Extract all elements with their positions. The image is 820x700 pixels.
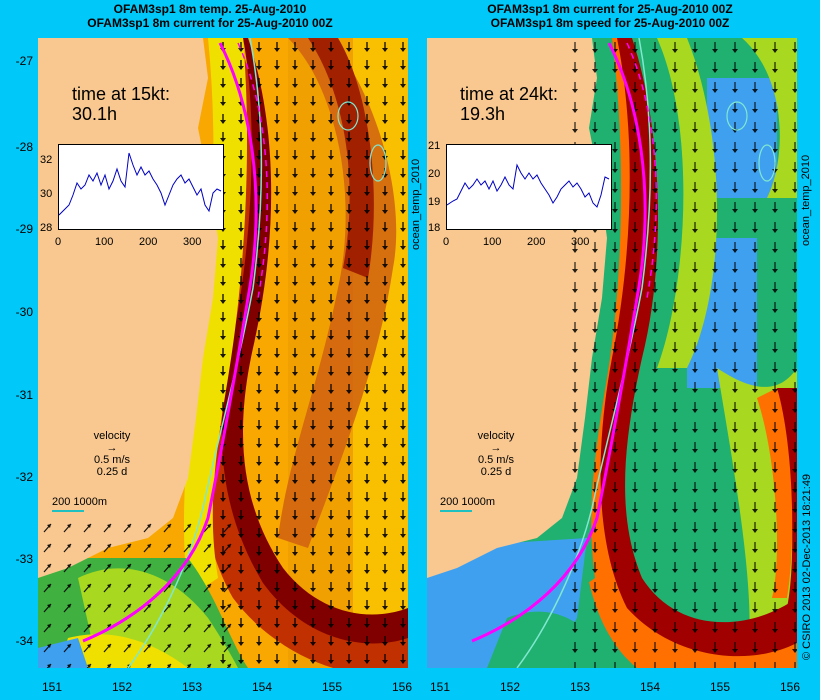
- x-tick: 151: [429, 680, 451, 694]
- right-depth-scale: 200 1000m: [440, 496, 495, 512]
- left-inset-xtick: 300: [183, 236, 202, 248]
- right-timeseries-inset: [446, 144, 612, 230]
- left-vertical-label: ocean_temp_2010: [410, 158, 422, 250]
- right-inset-ytick: 21: [428, 140, 441, 152]
- y-tick: -34: [15, 634, 33, 648]
- y-tick: -30: [15, 305, 33, 319]
- right-inset-ytick: 20: [428, 168, 441, 180]
- right-time-label: time at 24kt: 19.3h: [460, 84, 558, 124]
- right-vertical-label: ocean_temp_2010: [800, 154, 812, 246]
- x-tick: 155: [321, 680, 343, 694]
- left-title-line2: OFAM3sp1 8m current for 25-Aug-2010 00Z: [87, 16, 333, 30]
- right-inset-xtick: 300: [571, 236, 590, 248]
- left-velocity-speed: 0.5 m/s: [93, 454, 131, 466]
- right-inset-ytick: 19: [428, 196, 441, 208]
- right-inset-xtick: 200: [527, 236, 546, 248]
- x-tick: 153: [181, 680, 203, 694]
- left-time-label: time at 15kt: 30.1h: [72, 84, 170, 124]
- x-tick: 152: [499, 680, 521, 694]
- left-velocity-days: 0.25 d: [96, 466, 128, 478]
- y-tick: -29: [15, 222, 33, 236]
- left-inset-xtick: 0: [55, 236, 62, 248]
- left-depth-scale-bar: [52, 510, 84, 512]
- right-speed-map: [427, 38, 797, 668]
- right-velocity-arrow: →: [490, 442, 502, 454]
- x-tick: 154: [639, 680, 661, 694]
- right-depth-scale-label: 200 1000m: [440, 496, 496, 508]
- y-tick: -31: [15, 388, 33, 402]
- left-temperature-map: [38, 38, 408, 668]
- right-velocity-speed: 0.5 m/s: [477, 454, 515, 466]
- left-timeseries-inset: [58, 144, 224, 230]
- right-depth-scale-bar: [440, 510, 472, 512]
- left-inset-xtick: 100: [95, 236, 114, 248]
- right-velocity-days: 0.25 d: [480, 466, 512, 478]
- right-velocity-label: velocity: [477, 430, 515, 442]
- left-inset-ytick: 32: [40, 154, 53, 166]
- x-tick: 154: [251, 680, 273, 694]
- right-inset-xtick: 100: [483, 236, 502, 248]
- credit-label: © CSIRO 2013 02-Dec-2013 18:21:49: [801, 473, 813, 660]
- right-inset-ytick: 18: [428, 222, 441, 234]
- right-time-value: 19.3h: [460, 104, 506, 124]
- x-tick: 156: [391, 680, 413, 694]
- left-inset-ytick: 28: [40, 222, 53, 234]
- x-tick: 153: [569, 680, 591, 694]
- right-title-line1: OFAM3sp1 8m current for 25-Aug-2010 00Z: [487, 2, 733, 16]
- left-depth-scale: 200 1000m: [52, 496, 107, 512]
- x-tick: 152: [111, 680, 133, 694]
- left-time-title: time at 15kt:: [72, 84, 171, 104]
- x-tick: 156: [779, 680, 801, 694]
- left-velocity-arrow: →: [106, 442, 118, 454]
- left-velocity-label: velocity: [93, 430, 131, 442]
- left-inset-xtick: 200: [139, 236, 158, 248]
- left-title-line1: OFAM3sp1 8m temp. 25-Aug-2010: [113, 2, 307, 16]
- left-inset-ytick: 30: [40, 188, 53, 200]
- left-title: OFAM3sp1 8m temp. 25-Aug-2010 OFAM3sp1 8…: [80, 2, 340, 30]
- right-velocity-legend: velocity → 0.5 m/s 0.25 d: [464, 430, 528, 478]
- y-tick: -28: [15, 140, 33, 154]
- left-depth-scale-label: 200 1000m: [52, 496, 108, 508]
- right-inset-xtick: 0: [443, 236, 450, 248]
- left-velocity-legend: velocity → 0.5 m/s 0.25 d: [80, 430, 144, 478]
- x-tick: 155: [709, 680, 731, 694]
- y-tick: -33: [15, 552, 33, 566]
- y-tick: -27: [15, 54, 33, 68]
- x-tick: 151: [41, 680, 63, 694]
- left-time-value: 30.1h: [72, 104, 118, 124]
- right-title-line2: OFAM3sp1 8m speed for 25-Aug-2010 00Z: [490, 16, 730, 30]
- right-time-title: time at 24kt:: [460, 84, 559, 104]
- y-tick: -32: [15, 470, 33, 484]
- right-title: OFAM3sp1 8m current for 25-Aug-2010 00Z …: [470, 2, 750, 30]
